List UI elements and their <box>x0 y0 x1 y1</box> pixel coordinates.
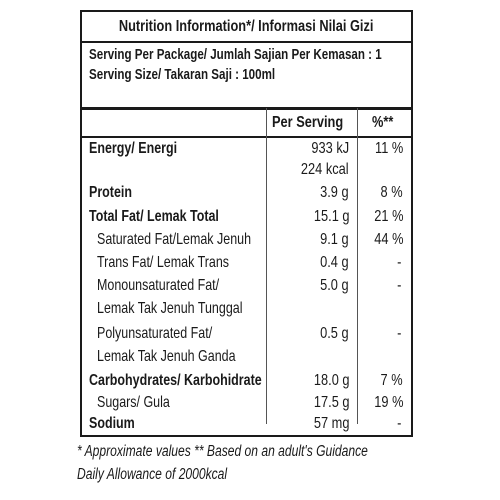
divider-thin <box>82 136 411 138</box>
title-text: Nutrition Information*/ Informasi Nilai … <box>119 18 374 35</box>
row-label-monounsaturated-fat: Monounsaturated Fat/ <box>97 277 220 294</box>
sugars-value: 17.5 g <box>313 394 349 411</box>
row-label-polyunsaturated-fat-id: Lemak Tak Jenuh Ganda <box>97 348 236 365</box>
carbohydrates-percent: 7 % <box>380 372 403 389</box>
serving-size: Serving Size/ Takaran Saji : 100ml <box>89 67 276 83</box>
row-label-monounsaturated-fat-id: Lemak Tak Jenuh Tunggal <box>97 300 243 317</box>
energy-kcal: 224 kcal <box>301 161 349 178</box>
footnote-line-1: * Approximate values ** Based on an adul… <box>77 443 368 460</box>
row-label-carbohydrates: Carbohydrates/ Karbohidrate <box>89 372 262 389</box>
sugars-percent: 19 % <box>373 394 403 411</box>
nutrition-panel: Nutrition Information*/ Informasi Nilai … <box>80 10 413 437</box>
row-label-energy: Energy/ Energi <box>89 140 178 157</box>
serving-info: Serving Per Package/ Jumlah Sajian Per K… <box>89 45 455 85</box>
total-fat-value: 15.1 g <box>313 208 349 225</box>
carbohydrates-value: 18.0 g <box>313 372 349 389</box>
divider-thick <box>82 107 411 110</box>
monounsaturated-fat-percent: - <box>396 277 401 294</box>
column-header-per-serving: Per Serving <box>272 114 344 131</box>
column-divider-right <box>357 108 358 424</box>
saturated-fat-value: 9.1 g <box>320 231 349 248</box>
row-label-sodium: Sodium <box>89 415 135 432</box>
row-label-saturated-fat: Saturated Fat/Lemak Jenuh <box>97 231 252 248</box>
servings-per-package: Serving Per Package/ Jumlah Sajian Per K… <box>89 47 382 63</box>
polyunsaturated-fat-percent: - <box>396 325 401 342</box>
row-label-trans-fat: Trans Fat/ Lemak Trans <box>97 254 230 271</box>
column-divider-left <box>266 108 267 424</box>
protein-value: 3.9 g <box>320 184 349 201</box>
sodium-percent: - <box>396 415 401 432</box>
trans-fat-percent: - <box>396 254 401 271</box>
polyunsaturated-fat-value: 0.5 g <box>320 325 349 342</box>
column-header-percent: %** <box>372 114 394 131</box>
trans-fat-value: 0.4 g <box>320 254 349 271</box>
sodium-value: 57 mg <box>313 415 349 432</box>
saturated-fat-percent: 44 % <box>373 231 403 248</box>
row-label-sugars: Sugars/ Gula <box>97 394 170 411</box>
energy-kj: 933 kJ <box>311 140 349 157</box>
protein-percent: 8 % <box>380 184 403 201</box>
total-fat-percent: 21 % <box>373 208 403 225</box>
footnote-line-2: Daily Allowance of 2000kcal <box>77 466 228 483</box>
row-label-polyunsaturated-fat: Polyunsaturated Fat/ <box>97 325 213 342</box>
monounsaturated-fat-value: 5.0 g <box>320 277 349 294</box>
panel-title: Nutrition Information*/ Informasi Nilai … <box>82 12 411 43</box>
row-label-total-fat: Total Fat/ Lemak Total <box>89 208 219 225</box>
energy-percent: 11 % <box>374 140 403 157</box>
row-label-protein: Protein <box>89 184 132 201</box>
